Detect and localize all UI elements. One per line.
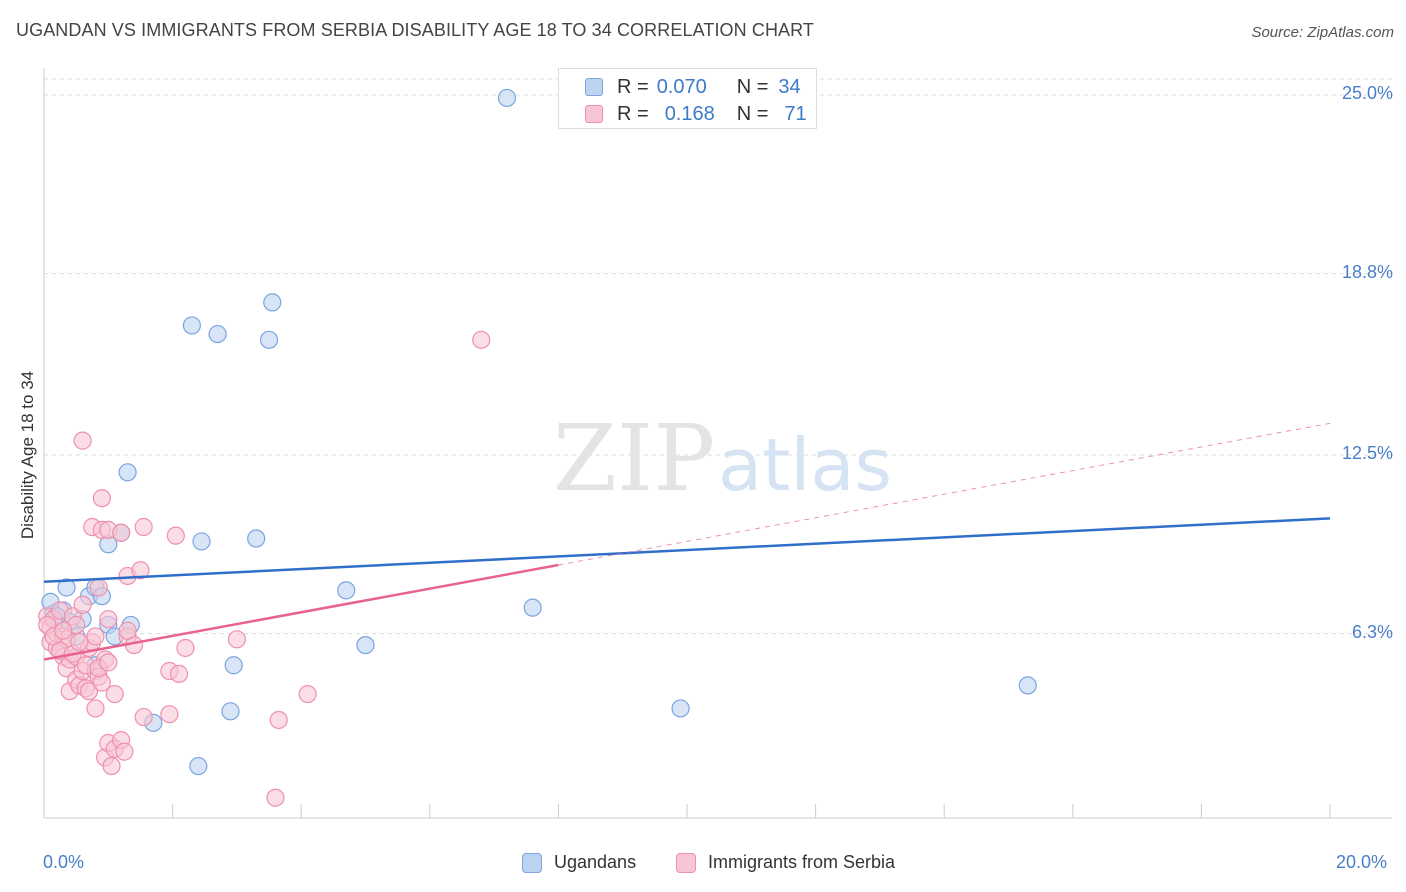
serbia-point — [266, 788, 285, 807]
ugandans-point — [1018, 676, 1037, 695]
legend-label: Ugandans — [554, 852, 637, 872]
serbia-point — [105, 684, 124, 704]
ugandans-point — [189, 756, 208, 776]
serbia-point — [176, 638, 195, 658]
legend-swatch-blue — [585, 78, 603, 96]
ugandans-point — [57, 578, 76, 597]
legend-row-serbia: R = 0.168 N = 71 — [585, 102, 807, 126]
r-value: 0.070 — [656, 75, 707, 98]
ugandans-point — [497, 88, 517, 108]
correlation-legend: R = 0.070 N = 34 R = 0.168 N = 71 — [558, 68, 817, 129]
serbia-point — [102, 756, 121, 776]
serbia-point — [472, 330, 491, 349]
legend-label: Immigrants from Serbia — [708, 852, 896, 872]
ugandans-point — [523, 598, 542, 617]
serbia-point — [134, 517, 153, 537]
n-label: N = — [736, 75, 769, 98]
series-layer — [38, 88, 1037, 807]
legend-swatch-blue — [522, 852, 542, 873]
ugandans-point — [671, 699, 690, 718]
series-serbia — [38, 330, 491, 807]
n-value: 71 — [784, 102, 807, 125]
serbia-point — [160, 705, 179, 724]
serbia-point — [79, 682, 99, 701]
serbia-point — [73, 431, 92, 450]
ugandans-point — [259, 330, 279, 349]
trend-line-ugandans — [43, 517, 1331, 583]
serbia-point — [112, 523, 131, 542]
serbia-point — [298, 684, 317, 704]
axes — [43, 68, 1392, 819]
serbia-point — [73, 595, 92, 614]
r-label: R = — [617, 102, 649, 125]
serbia-point — [269, 710, 288, 730]
trend-layer — [43, 422, 1331, 661]
watermark-atlas: atlas — [718, 423, 892, 507]
serbia-point — [131, 561, 150, 580]
serbia-point — [89, 578, 108, 597]
x-tick-label-max: 20.0% — [1336, 852, 1388, 872]
n-value: 34 — [778, 75, 801, 98]
serbia-point — [166, 526, 185, 545]
trend-line-serbia-extrapolated — [558, 422, 1331, 566]
serbia-point — [118, 621, 137, 640]
serbia-point — [99, 653, 118, 672]
serbia-point — [70, 633, 89, 652]
y-tick-label: 6.3% — [1351, 621, 1393, 642]
serbia-point — [54, 621, 73, 640]
gridlines — [44, 78, 1392, 635]
watermark-zip: ZIP — [553, 405, 715, 512]
y-tick-label: 18.8% — [1341, 261, 1393, 282]
ugandans-point — [356, 635, 375, 655]
ugandans-point — [263, 293, 282, 312]
serbia-point — [169, 664, 189, 683]
legend-item-ugandans[interactable]: Ugandans — [522, 852, 636, 873]
legend-item-serbia[interactable]: Immigrants from Serbia — [676, 852, 895, 873]
ugandans-point — [192, 532, 211, 551]
serbia-point — [86, 627, 105, 646]
serbia-point — [86, 699, 105, 718]
serbia-point — [92, 489, 111, 508]
ugandans-point — [221, 702, 240, 721]
legend-swatch-pink — [585, 105, 603, 123]
r-value: 0.168 — [664, 102, 715, 125]
series-legend: Ugandans Immigrants from Serbia — [0, 852, 1406, 878]
ugandans-point — [247, 529, 266, 548]
ugandans-point — [337, 581, 356, 600]
y-tick-label: 25.0% — [1341, 83, 1393, 104]
n-label: N = — [736, 102, 769, 125]
serbia-point — [99, 610, 118, 629]
watermark: ZIP atlas — [553, 405, 892, 512]
source-label: Source: ZipAtlas.com — [1251, 24, 1394, 41]
ugandans-point — [208, 324, 227, 344]
serbia-point — [227, 630, 246, 649]
serbia-point — [134, 707, 153, 727]
legend-row-ugandans: R = 0.070 N = 34 — [585, 75, 801, 99]
ugandans-point — [118, 463, 137, 482]
serbia-point — [115, 742, 134, 761]
chart-title: UGANDAN VS IMMIGRANTS FROM SERBIA DISABI… — [16, 20, 815, 40]
ugandans-point — [182, 316, 201, 335]
y-tick-label: 12.5% — [1341, 443, 1393, 464]
ugandans-point — [224, 656, 243, 675]
x-tick-label-min: 0.0% — [43, 852, 85, 872]
legend-swatch-pink — [676, 852, 696, 873]
r-label: R = — [617, 75, 649, 98]
trend-line-serbia — [43, 563, 559, 661]
